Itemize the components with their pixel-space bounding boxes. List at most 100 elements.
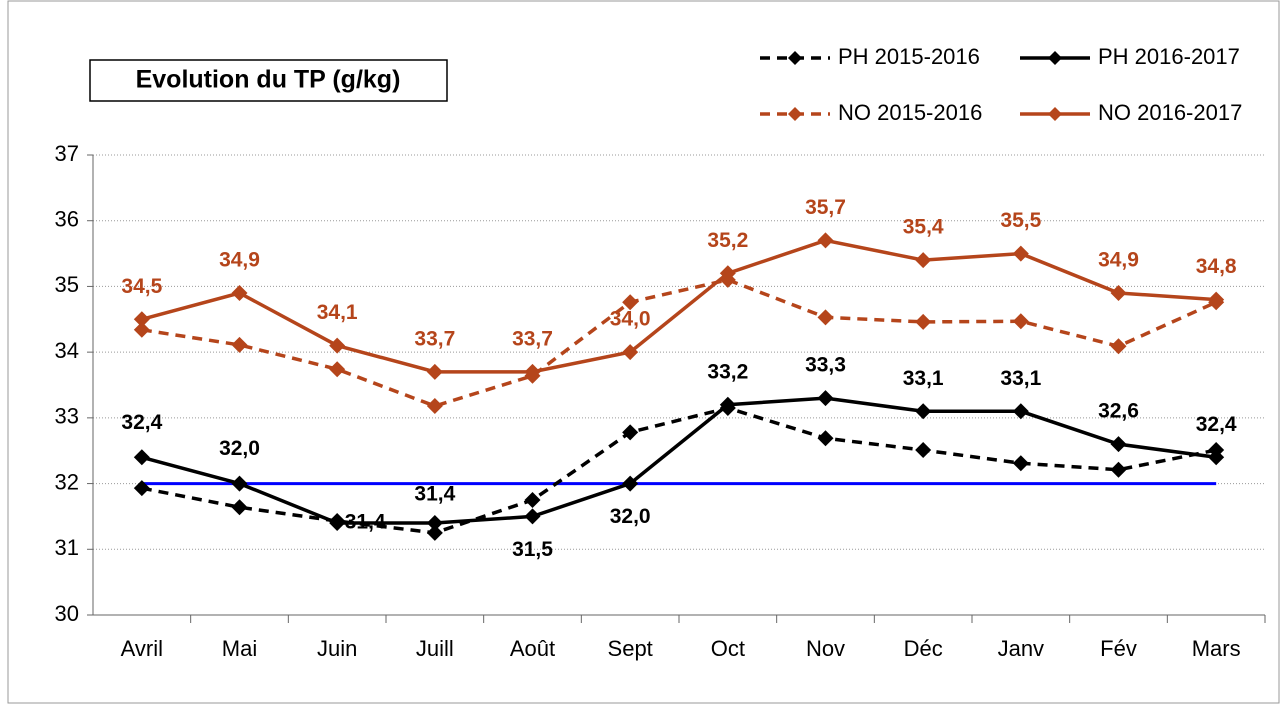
x-tick-label: Juill (416, 636, 454, 661)
y-tick-label: 32 (55, 469, 79, 494)
marker (133, 480, 150, 497)
y-tick-label: 36 (55, 207, 79, 232)
marker (1012, 403, 1029, 420)
value-label: 34,1 (317, 301, 358, 324)
marker (426, 398, 443, 415)
legend-label: NO 2016-2017 (1098, 100, 1242, 125)
marker (915, 313, 932, 330)
value-label: 34,9 (219, 249, 260, 272)
value-label: 33,2 (707, 360, 748, 383)
value-label: 33,3 (805, 354, 846, 377)
x-tick-label: Déc (904, 636, 943, 661)
legend-label: PH 2016-2017 (1098, 44, 1240, 69)
value-label: 32,4 (121, 411, 162, 434)
x-tick-label: Janv (998, 636, 1044, 661)
y-tick-label: 35 (55, 272, 79, 297)
marker (426, 363, 443, 380)
x-tick-label: Oct (711, 636, 745, 661)
legend-marker (1048, 107, 1062, 121)
marker (622, 344, 639, 361)
x-tick-label: Sept (608, 636, 653, 661)
x-tick-label: Août (510, 636, 555, 661)
marker (1110, 338, 1127, 355)
series-line (141, 278, 1217, 408)
series-line (141, 396, 1217, 525)
value-label: 34,0 (610, 308, 651, 331)
value-label: 33,7 (512, 327, 553, 350)
marker (231, 475, 248, 492)
marker (622, 294, 639, 311)
y-tick-label: 31 (55, 535, 79, 560)
value-label: 33,1 (903, 367, 944, 390)
marker (915, 252, 932, 269)
marker (329, 361, 346, 378)
legend-label: NO 2015-2016 (838, 100, 982, 125)
marker (329, 515, 346, 531)
value-label: 34,9 (1098, 249, 1139, 272)
marker (524, 363, 541, 380)
value-label: 32,6 (1098, 400, 1139, 423)
value-label: 32,4 (1196, 413, 1237, 436)
marker (133, 321, 150, 338)
series-line (141, 238, 1217, 374)
marker (817, 232, 834, 249)
marker (817, 390, 834, 407)
value-label: 33,1 (1000, 367, 1041, 390)
x-tick-label: Nov (806, 636, 845, 661)
marker (231, 285, 248, 301)
marker (231, 499, 248, 516)
marker (915, 442, 932, 459)
marker (133, 311, 150, 328)
x-tick-label: Juin (317, 636, 357, 661)
chart-border (7, 0, 1280, 704)
marker (1208, 449, 1225, 466)
marker (915, 403, 932, 420)
y-tick-label: 37 (55, 141, 79, 166)
value-label: 31,4 (345, 511, 386, 534)
value-label: 34,8 (1196, 255, 1237, 278)
value-label: 35,4 (903, 216, 944, 239)
value-label: 32,0 (610, 505, 651, 528)
marker (719, 396, 736, 413)
marker (1110, 436, 1127, 453)
marker (1012, 455, 1029, 472)
value-label: 35,2 (707, 229, 748, 252)
marker (1110, 285, 1127, 301)
legend-label: PH 2015-2016 (838, 44, 980, 69)
y-tick-label: 34 (55, 338, 79, 363)
x-tick-label: Avril (121, 636, 163, 661)
marker (817, 430, 834, 447)
series-line (141, 406, 1217, 535)
marker (524, 492, 541, 508)
x-tick-label: Mars (1192, 636, 1241, 661)
value-label: 34,5 (121, 275, 162, 298)
marker (719, 265, 736, 282)
y-tick-label: 33 (55, 404, 79, 429)
marker (1012, 313, 1029, 330)
marker (231, 336, 248, 353)
value-label: 35,7 (805, 196, 846, 219)
chart-title: Evolution du TP (g/kg) (136, 66, 401, 94)
marker (817, 309, 834, 326)
legend-marker (788, 51, 802, 65)
marker (426, 524, 443, 541)
marker (622, 424, 639, 441)
marker (622, 475, 639, 492)
marker (524, 508, 541, 525)
marker (133, 449, 150, 466)
value-label: 31,5 (512, 538, 553, 561)
value-label: 32,0 (219, 437, 260, 460)
marker (1110, 461, 1127, 478)
legend-marker (1048, 51, 1062, 65)
legend-marker (788, 107, 802, 121)
value-label: 33,7 (414, 327, 455, 350)
y-tick-label: 30 (55, 601, 79, 626)
marker (1208, 291, 1225, 308)
value-label: 31,4 (414, 483, 455, 506)
x-tick-label: Fév (1100, 636, 1137, 661)
marker (329, 337, 346, 354)
marker (426, 515, 443, 531)
x-tick-label: Mai (222, 636, 257, 661)
title-box (89, 59, 448, 102)
